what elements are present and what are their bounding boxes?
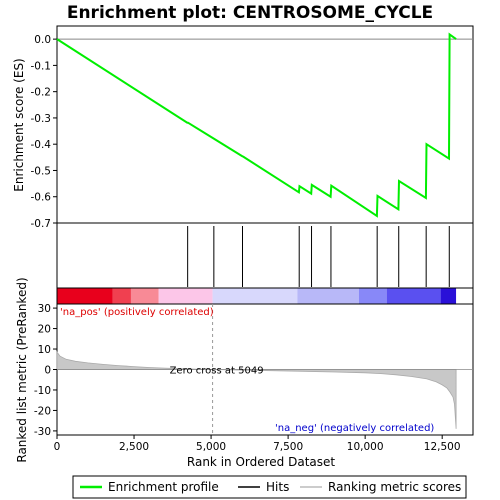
metric-tick-label: 30 [38,303,51,315]
hits-markers [187,226,450,287]
es-tick-label: -0.6 [31,192,52,204]
metric-tick-label: 20 [38,324,51,336]
es-tick-label: -0.7 [31,218,52,230]
heat-segment [212,288,298,304]
metric-tick-label: 0 [44,365,51,377]
ranking-metric-scores [56,350,457,429]
heat-segment [57,288,113,304]
legend-label: Enrichment profile [108,480,219,494]
heat-segment [386,288,441,304]
es-y-axis-title: Enrichment score (ES) [12,58,26,191]
hits-panel-frame [56,222,474,289]
metric-tick-label: -10 [34,385,51,397]
metric-tick-label: 10 [38,344,51,356]
es-tick-label: -0.4 [31,139,52,151]
heat-segment [297,288,359,304]
es-tick-label: -0.2 [31,87,52,99]
metric-tick-label: -20 [34,405,51,417]
es-tick-label: -0.1 [31,60,52,72]
legend-box [72,475,467,499]
metric-y-axis-title: Ranked list metric (PreRanked) [15,277,29,462]
metric-tick-label: -30 [34,426,51,438]
heat-segment [158,288,213,304]
heat-segment [358,288,387,304]
ranking-heat-bar [57,288,457,304]
metric-y-axis: 30 20 10 0 -10 -20 -30 [34,303,57,438]
es-tick-label: 0.0 [34,34,51,46]
x-axis-title: Rank in Ordered Dataset [187,455,335,469]
negative-correlation-label: 'na_neg' (negatively correlated) [275,423,434,434]
es-y-axis: 0.0 -0.1 -0.2 -0.3 -0.4 -0.5 -0.6 -0.7 [31,34,57,230]
heat-segment [440,288,457,304]
x-tick-label: 10,000 [347,441,384,453]
es-tick-label: -0.5 [31,165,52,177]
heat-segment [130,288,159,304]
es-panel-frame [56,25,474,224]
legend: Enrichment profile Hits Ranking metric sco… [80,480,461,494]
legend-label: Hits [266,480,289,494]
ranking-metric-area [56,350,457,429]
enrichment-profile-path [56,32,457,218]
x-tick-label: 0 [54,441,61,453]
x-tick-label: 12,500 [424,441,461,453]
heat-segment [112,288,131,304]
x-tick-label: 5,000 [196,441,226,453]
positive-correlation-label: 'na_pos' (positively correlated) [60,307,214,318]
x-axis: 0 2,500 5,000 7,500 10,000 12,500 [54,435,461,453]
x-tick-label: 7,500 [273,441,303,453]
chart-title: Enrichment plot: CENTROSOME_CYCLE [67,3,433,23]
enrichment-profile-line [56,32,457,218]
x-tick-label: 2,500 [119,441,149,453]
legend-label: Ranking metric scores [328,480,461,494]
es-tick-label: -0.3 [31,113,52,125]
zero-cross-label: Zero cross at 5049 [170,366,264,377]
